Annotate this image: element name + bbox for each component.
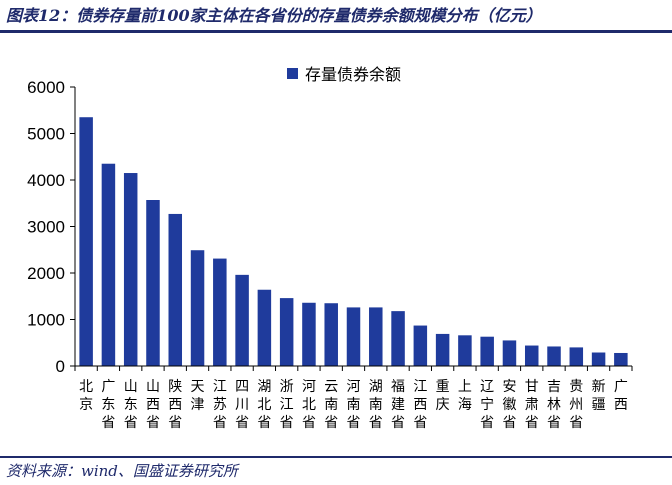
y-tick-label: 4000 [27, 171, 65, 190]
x-category-label: 江苏省 [213, 379, 227, 431]
bar [391, 311, 405, 366]
bar [168, 213, 183, 366]
bar [524, 345, 539, 366]
source-note: 资料来源：wind、国盛证券研究所 [6, 462, 238, 480]
x-category-label: 福建省 [391, 379, 405, 431]
y-tick-label: 6000 [27, 78, 65, 97]
x-category-label: 吉林省 [547, 379, 561, 431]
bars [79, 117, 628, 366]
x-category-label: 新疆 [592, 379, 606, 413]
y-tick-label: 0 [56, 357, 65, 376]
x-category-label: 浙江省 [280, 379, 294, 431]
legend: 存量债券余额 [287, 65, 401, 84]
legend-swatch [287, 68, 298, 79]
x-category-label: 辽宁省 [480, 379, 494, 431]
bar [79, 117, 93, 366]
source-rule [0, 456, 672, 458]
x-category-label: 广西 [614, 379, 628, 413]
x-category-label: 山西省 [146, 379, 160, 431]
bar [235, 274, 249, 366]
bar [502, 340, 517, 366]
bar [302, 302, 316, 366]
chart-title: 图表12：债券存量前100家主体在各省份的存量债券余额规模分布（亿元） [6, 6, 542, 25]
bar [614, 352, 628, 366]
x-category-label: 天津 [191, 379, 205, 413]
x-category-label: 山东省 [124, 379, 138, 431]
title-rule [0, 30, 672, 33]
x-category-label: 河北省 [302, 379, 316, 431]
x-category-label: 上海 [458, 379, 472, 413]
bar [369, 307, 383, 366]
x-category-label: 贵州省 [569, 379, 583, 431]
y-tick-label: 2000 [27, 264, 65, 283]
bar [458, 335, 472, 366]
bar [413, 325, 428, 366]
bar [547, 346, 561, 366]
bar [569, 347, 584, 366]
bar [279, 298, 294, 366]
x-category-label: 广东省 [101, 379, 115, 431]
legend-label: 存量债券余额 [305, 65, 401, 84]
bar-chart: 存量债券余额 0 1000 2000 3000 4000 5000 6000 北京广东省山东… [27, 65, 633, 431]
y-tick-label: 5000 [27, 125, 65, 144]
bar [324, 303, 338, 366]
bar [213, 258, 227, 366]
x-category-label: 河南省 [347, 379, 361, 431]
x-category-label: 重庆 [436, 379, 450, 413]
x-category-label: 甘肃省 [525, 379, 539, 431]
bar [480, 336, 494, 366]
bar [101, 163, 116, 366]
x-category-label: 云南省 [324, 379, 338, 431]
bar [257, 289, 272, 366]
x-category-label: 陕西省 [168, 379, 182, 431]
x-category-label: 四川省 [235, 379, 249, 431]
bar [346, 307, 361, 366]
x-category-label: 北京 [79, 379, 93, 413]
x-axis: 北京广东省山东省山西省陕西省天津江苏省四川省湖北省浙江省河北省云南省河南省湖南省… [74, 365, 633, 431]
y-tick-label: 1000 [27, 311, 65, 330]
y-axis: 0 1000 2000 3000 4000 5000 6000 [27, 78, 76, 376]
bar [190, 250, 205, 366]
bar [435, 333, 450, 366]
y-tick-label: 3000 [27, 218, 65, 237]
x-category-label: 安徽省 [502, 379, 516, 431]
bar [591, 352, 606, 366]
x-category-label: 江西省 [413, 379, 427, 431]
x-category-label: 湖北省 [257, 379, 271, 431]
bar [146, 200, 160, 366]
x-category-label: 湖南省 [369, 379, 383, 431]
bar [123, 173, 138, 366]
